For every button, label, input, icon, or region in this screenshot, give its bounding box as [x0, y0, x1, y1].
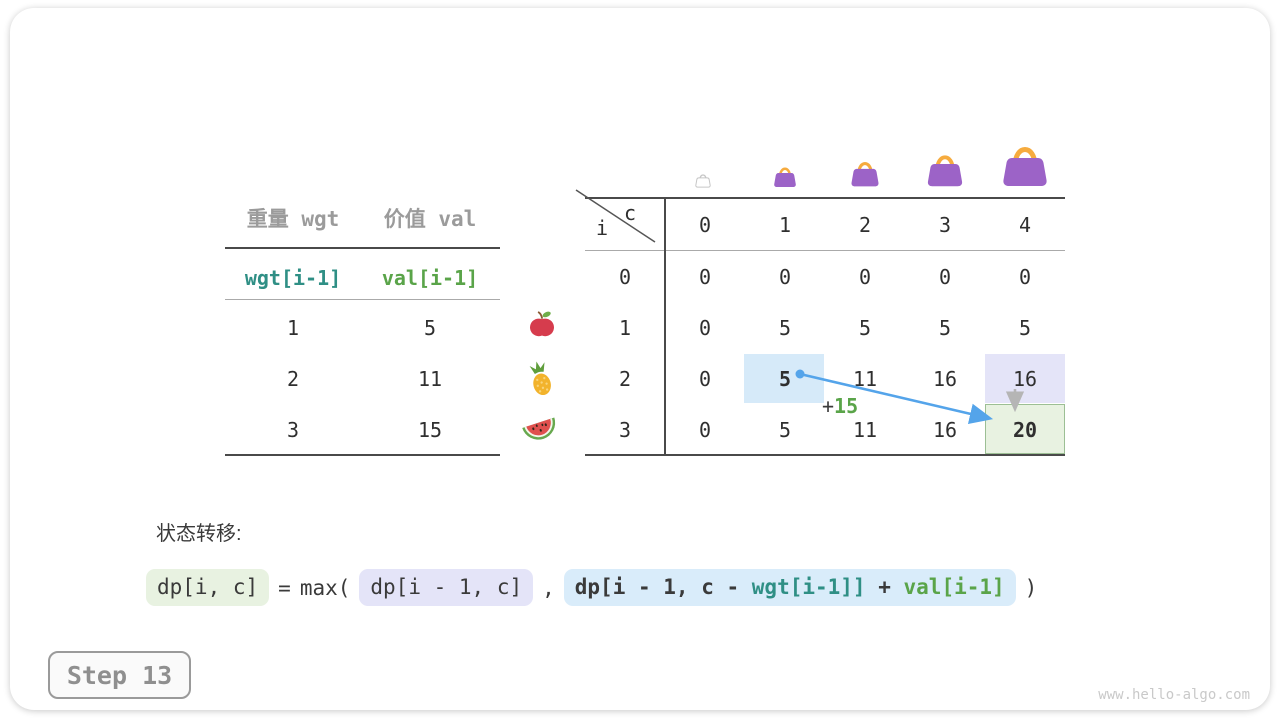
dp-cell-r3-c1: 5: [778, 418, 792, 442]
dp-cell-r1-c0: 0: [698, 316, 712, 340]
formula-lhs-chip: dp[i, c]: [146, 569, 270, 606]
items-table-line-mid: [225, 299, 500, 300]
dp-table-line-bottom: [585, 454, 1065, 456]
bag-small-icon: [774, 167, 796, 187]
apple-icon: [530, 311, 554, 337]
dp-cell-r2-c4: 16: [1012, 367, 1038, 391]
dp-cell-r0-c3: 0: [938, 265, 952, 289]
formula-equals: =: [278, 575, 291, 600]
dp-cell-r2-c3: 16: [932, 367, 958, 391]
items-header-weight: 重量 wgt: [246, 207, 340, 231]
formula-arg2-plus: +: [865, 575, 904, 599]
formula-arg2-chip: dp[i - 1, c - wgt[i-1]] + val[i-1]: [563, 569, 1016, 606]
dp-row-header: 0: [618, 265, 632, 289]
dp-col-header: 2: [858, 213, 872, 237]
formula-comma: ,: [542, 575, 555, 600]
corner-row-label: i: [595, 216, 609, 240]
item-row-wgt: 3: [286, 418, 300, 442]
item-row-val: 5: [423, 316, 437, 340]
dp-cell-r0-c4: 0: [1018, 265, 1032, 289]
annotation-plus: +: [822, 394, 835, 418]
bag-large-icon: [927, 155, 963, 187]
dp-row-header: 2: [618, 367, 632, 391]
dp-col-header: 0: [698, 213, 712, 237]
item-row-val: 11: [417, 367, 443, 391]
dp-cell-r3-c4: 20: [1012, 418, 1038, 442]
dp-col-header: 1: [778, 213, 792, 237]
state-transition-formula: dp[i, c] = max( dp[i - 1, c] , dp[i - 1,…: [146, 569, 1037, 606]
dp-cell-r3-c2: 11: [852, 418, 878, 442]
dp-cell-r0-c2: 0: [858, 265, 872, 289]
dp-cell-r2-c1: 5: [778, 367, 792, 391]
bag-empty-icon: [695, 174, 711, 188]
item-row-wgt: 2: [286, 367, 300, 391]
dp-cell-r1-c2: 5: [858, 316, 872, 340]
dp-cell-r2-c0: 0: [698, 367, 712, 391]
dp-cell-r3-c3: 16: [932, 418, 958, 442]
highlight-target-cell: [985, 404, 1065, 454]
items-subheader-wgt: wgt[i-1]: [244, 266, 342, 290]
dp-col-header: 3: [938, 213, 952, 237]
items-table-line-top: [225, 247, 500, 249]
dp-cell-r0-c0: 0: [698, 265, 712, 289]
dp-cell-r1-c4: 5: [1018, 316, 1032, 340]
corner-col-label: c: [623, 201, 637, 225]
formula-arg2-wgt: wgt[i-1]]: [751, 575, 866, 599]
item-row-val: 15: [417, 418, 443, 442]
bag-medium-icon: [851, 162, 879, 187]
dp-cell-r1-c3: 5: [938, 316, 952, 340]
pineapple-icon: [529, 361, 551, 396]
watermelon-icon: [522, 417, 556, 440]
dp-row-header: 3: [618, 418, 632, 442]
item-row-wgt: 1: [286, 316, 300, 340]
items-header-value: 价值 val: [383, 207, 477, 231]
formula-close-paren: ): [1024, 575, 1038, 600]
dp-col-header: 4: [1018, 213, 1032, 237]
dp-cell-r2-c2: 11: [852, 367, 878, 391]
watermark: www.hello-algo.com: [1098, 687, 1250, 703]
step-badge: Step 13: [48, 651, 191, 699]
dp-cell-r0-c1: 0: [778, 265, 792, 289]
state-transition-label: 状态转移:: [156, 523, 242, 545]
items-table-line-bottom: [225, 454, 500, 456]
add-value-annotation: +15: [822, 394, 858, 418]
bag-xlarge-icon: [1003, 147, 1047, 186]
highlight-skip-cell: [985, 354, 1065, 403]
dp-cell-r3-c0: 0: [698, 418, 712, 442]
dp-row-header: 1: [618, 316, 632, 340]
step-badge-label: Step 13: [66, 660, 173, 690]
dp-table-line-top: [585, 197, 1065, 199]
formula-arg1-chip: dp[i - 1, c]: [359, 569, 534, 606]
items-subheader-val: val[i-1]: [381, 266, 479, 290]
formula-max-open: max(: [299, 575, 351, 600]
annotation-value: 15: [834, 394, 859, 418]
dp-cell-r1-c1: 5: [778, 316, 792, 340]
dp-table-line-header: [585, 250, 1065, 251]
figure-card: 重量 wgt 价值 val wgt[i-1] val[i-1] 1 5 2 11…: [10, 8, 1270, 710]
formula-arg2-val: val[i-1]: [903, 575, 1005, 599]
dp-table-line-vertical: [664, 197, 666, 455]
formula-arg2-dp: dp[i - 1, c -: [574, 575, 752, 599]
